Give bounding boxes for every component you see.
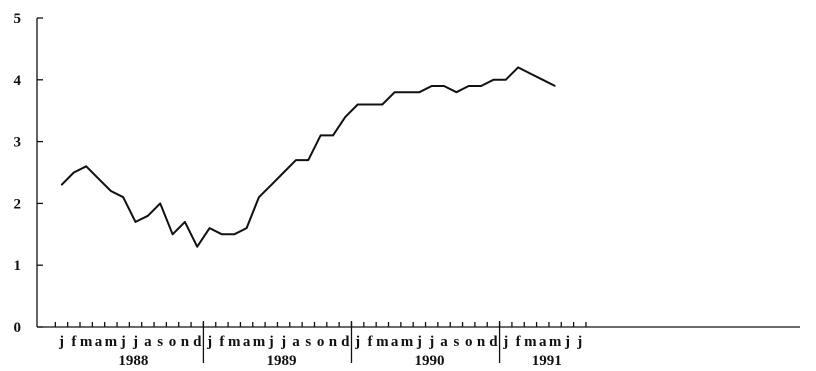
- data-point: [258, 196, 260, 198]
- data-point: [147, 215, 149, 217]
- data-point: [196, 246, 198, 248]
- x-month-label: o: [169, 334, 177, 350]
- data-point: [171, 233, 174, 235]
- data-point: [208, 227, 211, 229]
- x-month-label: f: [516, 334, 522, 350]
- x-month-label: o: [465, 334, 473, 350]
- x-month-label: a: [391, 334, 399, 350]
- data-point: [332, 134, 334, 137]
- x-month-label: j: [268, 334, 274, 350]
- data-point: [73, 171, 75, 174]
- y-tick-label: 4: [14, 73, 22, 89]
- x-year-label: 1989: [266, 353, 296, 369]
- x-month-label: j: [132, 334, 138, 350]
- data-point: [443, 85, 445, 87]
- data-point: [307, 159, 309, 161]
- x-month-label: n: [477, 334, 486, 350]
- data-point: [246, 227, 248, 229]
- x-month-label: a: [243, 334, 251, 350]
- data-point: [468, 85, 470, 87]
- data-point: [517, 66, 519, 69]
- x-month-label: j: [280, 334, 286, 350]
- data-point: [455, 91, 457, 93]
- data-point: [295, 159, 297, 161]
- x-month-label: s: [157, 334, 163, 350]
- x-year-label: 1991: [532, 353, 562, 369]
- series-group: [60, 66, 556, 248]
- x-month-label: m: [228, 334, 241, 350]
- y-tick-label: 0: [14, 320, 22, 336]
- data-point: [492, 79, 494, 81]
- data-point: [357, 103, 359, 106]
- x-month-label: f: [368, 334, 374, 350]
- x-month-label: j: [120, 334, 126, 350]
- series-line: [60, 66, 556, 248]
- x-month-label: d: [193, 334, 202, 350]
- x-month-label: m: [80, 334, 93, 350]
- data-point: [344, 116, 346, 118]
- x-month-label: m: [549, 334, 562, 350]
- y-tick-label: 5: [14, 11, 22, 27]
- data-point: [554, 85, 556, 87]
- x-month-label: j: [428, 334, 434, 350]
- x-month-label: j: [416, 334, 422, 350]
- x-month-label: j: [58, 334, 64, 350]
- data-point: [480, 85, 482, 87]
- data-point: [159, 202, 161, 204]
- x-month-label: j: [354, 334, 360, 350]
- x-month-label: d: [489, 334, 498, 350]
- x-month-label: m: [253, 334, 266, 350]
- data-point: [406, 91, 408, 93]
- x-month-label: f: [219, 334, 225, 350]
- data-point: [221, 233, 223, 235]
- x-month-label: m: [376, 334, 389, 350]
- data-point: [184, 221, 186, 223]
- x-month-label: d: [341, 334, 350, 350]
- x-month-label: m: [524, 334, 537, 350]
- x-month-label: a: [95, 334, 103, 350]
- data-point: [418, 91, 420, 93]
- x-year-label: 1988: [118, 353, 148, 369]
- x-year-label: 1990: [415, 353, 445, 369]
- data-point: [381, 103, 383, 106]
- x-month-label: j: [564, 334, 570, 350]
- data-point: [134, 221, 137, 223]
- x-month-label: m: [401, 334, 414, 350]
- x-month-label: n: [329, 334, 338, 350]
- y-tick-label: 3: [14, 135, 22, 151]
- data-point: [542, 79, 544, 81]
- x-month-label: n: [181, 334, 190, 350]
- x-month-label: a: [144, 334, 152, 350]
- data-point: [60, 184, 63, 186]
- data-point: [110, 190, 112, 192]
- x-month-label: a: [539, 334, 547, 350]
- data-point: [283, 171, 285, 174]
- data-point: [369, 103, 371, 106]
- x-month-label: m: [105, 334, 118, 350]
- y-tick-label: 2: [14, 196, 22, 212]
- data-point: [97, 178, 100, 180]
- data-point: [529, 73, 532, 75]
- x-month-label: f: [71, 334, 77, 350]
- x-month-label: a: [292, 334, 300, 350]
- data-point: [394, 91, 396, 93]
- y-tick-label: 1: [14, 258, 22, 274]
- data-point: [270, 184, 272, 186]
- y-axis: 0 1 2 3 4 5: [14, 11, 43, 336]
- x-month-label: j: [576, 334, 582, 350]
- data-point: [233, 233, 235, 235]
- x-month-label: o: [317, 334, 325, 350]
- x-month-label: j: [502, 334, 508, 350]
- data-point: [431, 85, 433, 87]
- x-month-label: s: [305, 334, 311, 350]
- x-month-label: j: [206, 334, 212, 350]
- data-point: [505, 79, 507, 81]
- data-point: [85, 165, 87, 167]
- x-month-label: a: [440, 334, 448, 350]
- data-point: [320, 134, 322, 137]
- data-point: [122, 196, 124, 198]
- x-month-label: s: [453, 334, 459, 350]
